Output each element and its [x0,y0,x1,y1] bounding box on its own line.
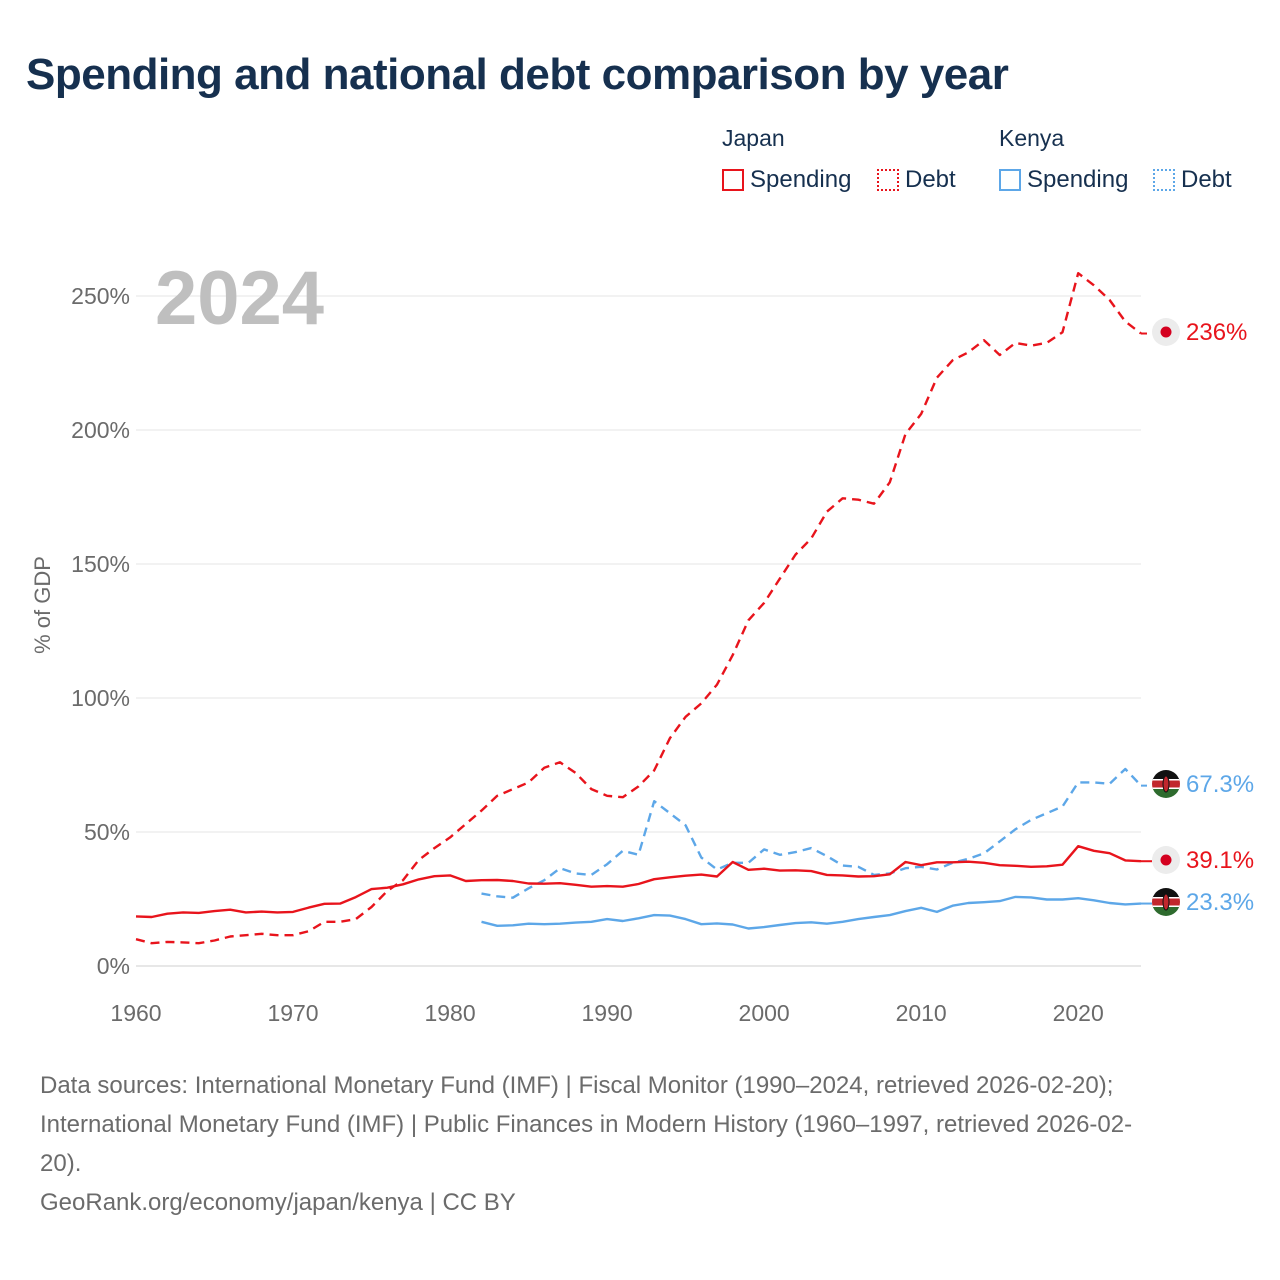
legend-swatch-japan-spending [722,169,744,191]
y-tick-label: 200% [71,417,130,443]
x-tick-label: 2000 [739,1000,790,1026]
y-tick-label: 150% [71,551,130,577]
series-line-kenya-spending[interactable] [481,895,1142,930]
grid-lines [136,295,1141,967]
x-tick-label: 2020 [1053,1000,1104,1026]
x-tick-label: 1990 [582,1000,633,1026]
end-marker-japan-spending[interactable]: 39.1% [1152,846,1254,874]
legend-item-kenya-spending[interactable]: Spending [999,166,1128,194]
end-marker-kenya-debt[interactable]: 67.3% [1152,770,1254,798]
legend-swatch-kenya-spending [999,169,1021,191]
footer-source-line-3: 20). [40,1150,82,1177]
legend-group-japan: Japan [722,125,785,151]
chart-title: Spending and national debt comparison by… [26,50,1009,99]
legend-item-japan-spending[interactable]: Spending [722,166,851,194]
x-tick-label: 1970 [267,1000,318,1026]
legend-group-kenya: Kenya [999,125,1065,151]
y-axis-label: % of GDP [30,556,55,654]
series-line-japan-debt[interactable] [135,272,1142,945]
footer-source-line-1: Data sources: International Monetary Fun… [40,1072,1114,1099]
line-chart: 0% 50% 100% 150% 200% 250% 1960 1970 1980 1990 20… [30,256,1254,1026]
legend-item-japan-debt[interactable]: Debt [877,166,956,194]
y-tick-label: 50% [84,819,130,845]
legend-label-kenya-debt: Debt [1181,166,1232,193]
x-tick-label: 1960 [110,1000,161,1026]
legend-label-japan-spending: Spending [750,166,852,193]
legend-label-kenya-spending: Spending [1027,166,1129,193]
series-lines [135,272,1152,945]
series-line-japan-spending[interactable] [135,845,1142,919]
legend-swatch-japan-debt [877,169,899,191]
kenya-flag-icon [1152,770,1180,798]
footer-credit[interactable]: GeoRank.org/economy/japan/kenya | CC BY [40,1189,516,1216]
end-markers: 236% 67.3% 39.1% 23.3% [1152,318,1254,916]
y-tick-label: 100% [71,685,130,711]
y-tick-label: 0% [97,953,130,979]
x-axis-ticks: 1960 1970 1980 1990 2000 2010 2020 [110,1000,1103,1026]
kenya-flag-icon [1152,888,1180,916]
series-line-kenya-debt[interactable] [481,767,1142,899]
legend-item-kenya-debt[interactable]: Debt [1153,166,1232,194]
end-value-label: 39.1% [1186,847,1254,874]
footer-source-line-2: International Monetary Fund (IMF) | Publ… [40,1111,1133,1138]
y-axis-ticks: 0% 50% 100% 150% 200% 250% [71,283,130,979]
japan-flag-disc [1160,326,1172,338]
footer: Data sources: International Monetary Fun… [40,1066,1240,1222]
legend-swatch-kenya-debt [1153,169,1175,191]
x-tick-label: 1980 [424,1000,475,1026]
end-marker-japan-debt[interactable]: 236% [1152,318,1247,346]
japan-flag-disc [1160,854,1172,866]
end-value-label: 67.3% [1186,771,1254,798]
legend-label-japan-debt: Debt [905,166,956,193]
end-marker-kenya-spending[interactable]: 23.3% [1152,888,1254,916]
end-value-label: 236% [1186,319,1247,346]
year-label: 2024 [155,256,324,341]
x-tick-label: 2010 [896,1000,947,1026]
y-tick-label: 250% [71,283,130,309]
end-value-label: 23.3% [1186,889,1254,916]
